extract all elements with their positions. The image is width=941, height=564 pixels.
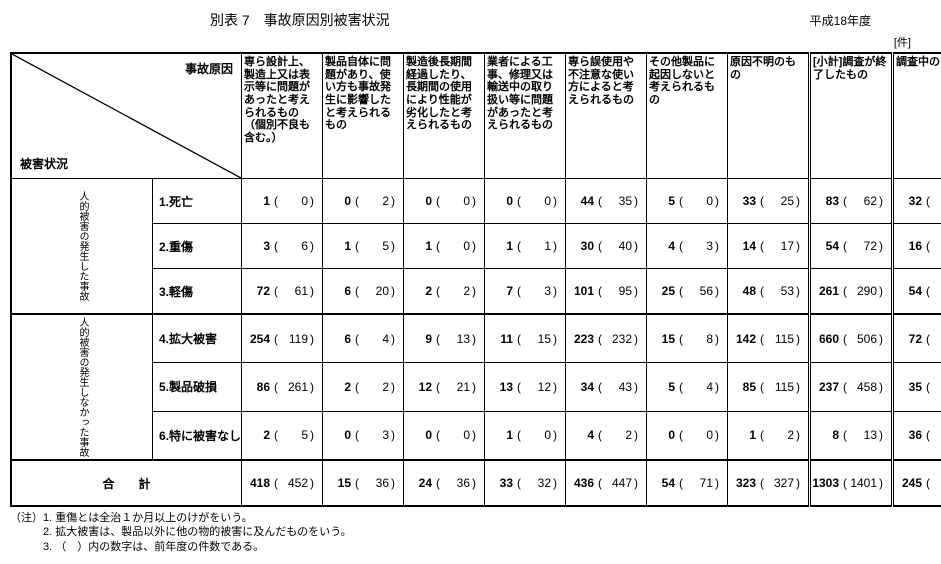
data-cell: 101(95)	[566, 269, 647, 315]
data-cell: 0(0)	[647, 411, 728, 460]
data-cell: 237(458)	[810, 363, 893, 411]
data-cell: 6(4)	[323, 314, 404, 363]
data-cell: 223(232)	[566, 314, 647, 363]
accident-cause-table: 事故原因 被害状況 専ら設計上、製造上又は表示等に問題があったと考えられるもの（…	[10, 52, 941, 507]
data-cell: 16(3)	[893, 224, 941, 269]
data-cell: 4(2)	[566, 411, 647, 460]
data-cell: 5(4)	[647, 363, 728, 411]
data-cell: 11(15)	[485, 314, 566, 363]
data-cell: 54(71)	[647, 460, 728, 506]
col-header: 製造後長期間経過したり、長期間の使用により性能が劣化したと考えられるもの	[404, 53, 485, 179]
table-row: 人的被害の発生しなかった事故4.拡大被害254(119)6(4)9(13)11(…	[11, 314, 941, 363]
data-cell: 0(0)	[404, 179, 485, 224]
data-cell: 1(1)	[485, 224, 566, 269]
data-cell: 7(3)	[485, 269, 566, 315]
fiscal-year: 平成18年度	[810, 12, 871, 29]
data-cell: 1(5)	[323, 224, 404, 269]
row-label: 6.特に被害なし	[153, 411, 242, 460]
data-cell: 72(19)	[893, 314, 941, 363]
data-cell: 5(0)	[647, 179, 728, 224]
data-cell: 1(0)	[242, 179, 323, 224]
data-cell: 35(13)	[893, 363, 941, 411]
data-cell: 2(2)	[323, 363, 404, 411]
col-header: その他製品に起因しないと考えられるもの	[647, 53, 728, 179]
data-cell: 25(56)	[647, 269, 728, 315]
row-label: 4.拡大被害	[153, 314, 242, 363]
data-cell: 4(3)	[647, 224, 728, 269]
data-cell: 3(6)	[242, 224, 323, 269]
col-header: 原因不明のもの	[728, 53, 810, 179]
footnote: 2. 拡大被害は、製品以外に他の物的被害に及んだものをいう。	[10, 525, 931, 539]
side-group: 人的被害の発生した事故	[11, 179, 153, 315]
data-cell: 36(2)	[893, 411, 941, 460]
data-cell: 0(3)	[323, 411, 404, 460]
data-cell: 323(327)	[728, 460, 810, 506]
col-header: 業者による工事、修理又は輸送中の取り扱い等に問題があったと考えられるもの	[485, 53, 566, 179]
table-title: 別表 7 事故原因別被害状況	[210, 10, 390, 30]
total-row: 合 計418(452)15(36)24(36)33(32)436(447)54(…	[11, 460, 941, 506]
data-cell: 1303(1401)	[810, 460, 893, 506]
row-label: 2.重傷	[153, 224, 242, 269]
side-group: 人的被害の発生しなかった事故	[11, 314, 153, 460]
diag-label-damage: 被害状況	[20, 155, 68, 172]
data-cell: 0(0)	[485, 179, 566, 224]
data-cell: 1(2)	[728, 411, 810, 460]
data-cell: 2(5)	[242, 411, 323, 460]
data-cell: 83(62)	[810, 179, 893, 224]
data-cell: 6(20)	[323, 269, 404, 315]
data-cell: 9(13)	[404, 314, 485, 363]
data-cell: 13(12)	[485, 363, 566, 411]
row-label: 3.軽傷	[153, 269, 242, 315]
data-cell: 54(6)	[893, 269, 941, 315]
data-cell: 32(2)	[893, 179, 941, 224]
data-cell: 33(32)	[485, 460, 566, 506]
data-cell: 660(506)	[810, 314, 893, 363]
footnote: （注）1. 重傷とは全治１か月以上のけがをいう。	[10, 511, 931, 525]
data-cell: 1(0)	[485, 411, 566, 460]
footnote: 3. （ ）内の数字は、前年度の件数である。	[10, 540, 931, 554]
data-cell: 245(45)	[893, 460, 941, 506]
data-cell: 86(261)	[242, 363, 323, 411]
data-cell: 254(119)	[242, 314, 323, 363]
data-cell: 418(452)	[242, 460, 323, 506]
data-cell: 436(447)	[566, 460, 647, 506]
row-label: 5.製品破損	[153, 363, 242, 411]
data-cell: 54(72)	[810, 224, 893, 269]
data-cell: 85(115)	[728, 363, 810, 411]
data-cell: 48(53)	[728, 269, 810, 315]
data-cell: 72(61)	[242, 269, 323, 315]
data-cell: 0(0)	[404, 411, 485, 460]
unit-label: [件]	[10, 34, 911, 50]
row-label: 1.死亡	[153, 179, 242, 224]
data-cell: 44(35)	[566, 179, 647, 224]
table-row: 人的被害の発生した事故1.死亡1(0)0(2)0(0)0(0)44(35)5(0…	[11, 179, 941, 224]
data-cell: 34(43)	[566, 363, 647, 411]
data-cell: 2(2)	[404, 269, 485, 315]
data-cell: 30(40)	[566, 224, 647, 269]
col-header: 専ら設計上、製造上又は表示等に問題があったと考えられるもの（個別不良も含む。）	[242, 53, 323, 179]
data-cell: 14(17)	[728, 224, 810, 269]
data-cell: 8(13)	[810, 411, 893, 460]
data-cell: 12(21)	[404, 363, 485, 411]
col-header: 専ら誤使用や不注意な使い方によると考えられるもの	[566, 53, 647, 179]
data-cell: 1(0)	[404, 224, 485, 269]
col-header: 調査中のもの	[893, 53, 941, 179]
diag-label-cause: 事故原因	[185, 60, 233, 77]
total-label: 合 計	[11, 460, 242, 506]
footnotes: （注）1. 重傷とは全治１か月以上のけがをいう。 2. 拡大被害は、製品以外に他…	[10, 511, 931, 554]
col-header-subtotal: [小計]調査が終了したもの	[810, 53, 893, 179]
data-cell: 15(8)	[647, 314, 728, 363]
data-cell: 142(115)	[728, 314, 810, 363]
data-cell: 24(36)	[404, 460, 485, 506]
data-cell: 261(290)	[810, 269, 893, 315]
diagonal-header: 事故原因 被害状況	[11, 53, 242, 179]
col-header: 製品自体に問題があり、使い方も事故発生に影響したと考えられるもの	[323, 53, 404, 179]
data-cell: 0(2)	[323, 179, 404, 224]
data-cell: 15(36)	[323, 460, 404, 506]
data-cell: 33(25)	[728, 179, 810, 224]
